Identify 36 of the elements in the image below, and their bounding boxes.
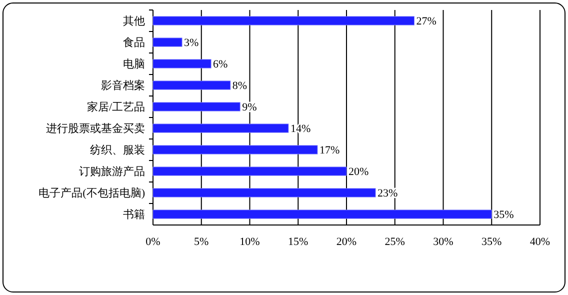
data-label: 8% xyxy=(232,80,248,92)
y-tick-label: 食品 xyxy=(123,37,145,50)
x-tick-label: 25% xyxy=(384,236,405,248)
bar xyxy=(152,38,182,47)
bar xyxy=(152,210,492,219)
y-tick-label: 影音档案 xyxy=(101,79,145,92)
bar xyxy=(152,80,231,90)
x-tick-label: 5% xyxy=(194,236,209,248)
x-tick-label: 40% xyxy=(530,236,550,248)
y-tick-label: 电子产品(不包括电脑) xyxy=(38,186,146,200)
data-label: 3% xyxy=(184,37,199,50)
y-tick-label: 电脑 xyxy=(123,58,145,71)
data-label: 35% xyxy=(494,209,514,222)
bar xyxy=(152,166,347,176)
y-tick-label: 书籍 xyxy=(123,208,145,222)
data-label: 17% xyxy=(319,144,340,157)
x-tick-label: 30% xyxy=(433,236,454,248)
x-tick-label: 20% xyxy=(336,236,357,248)
x-tick-label: 10% xyxy=(240,236,260,248)
data-label: 20% xyxy=(348,166,369,178)
bar xyxy=(152,102,240,112)
x-tick-label: 15% xyxy=(288,236,308,248)
bar xyxy=(152,59,212,68)
bar xyxy=(152,16,414,26)
y-tick-label: 订购旅游产品 xyxy=(79,165,145,178)
bar xyxy=(152,188,376,198)
y-tick-label: 家居/工艺品 xyxy=(86,100,145,114)
bar xyxy=(152,124,289,133)
y-tick-label: 其他 xyxy=(123,14,145,28)
x-tick-label: 35% xyxy=(482,236,502,248)
data-label: 27% xyxy=(416,16,436,28)
data-label: 6% xyxy=(213,58,228,71)
y-tick-label: 纺织、服装 xyxy=(90,144,145,157)
bar xyxy=(152,145,318,154)
x-tick-label: 0% xyxy=(146,236,160,248)
y-tick-label: 进行股票或基金买卖 xyxy=(46,122,145,136)
